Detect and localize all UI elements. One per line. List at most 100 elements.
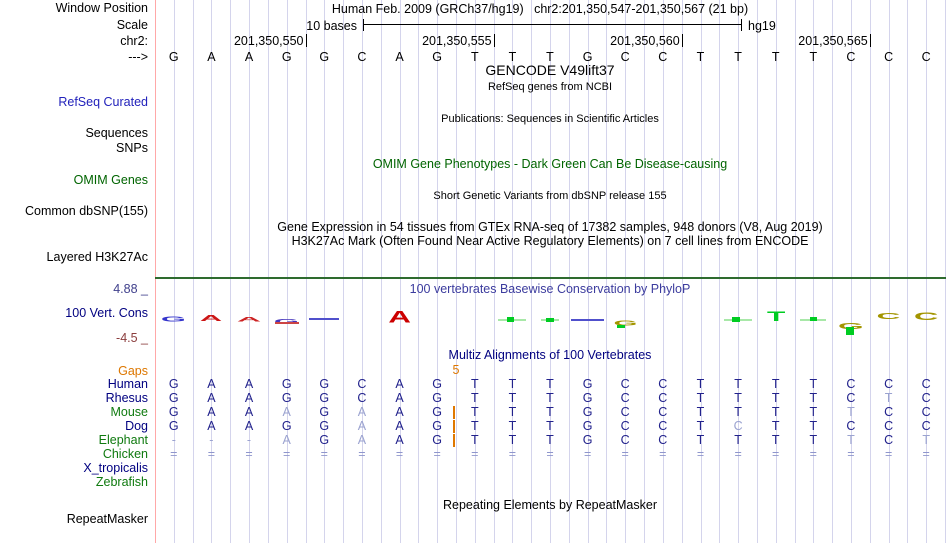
alignment-base: T xyxy=(508,391,517,405)
base-letter: C xyxy=(846,50,856,64)
base-letter: G xyxy=(168,50,179,64)
alignment-base: C xyxy=(921,419,931,433)
conservation-mark xyxy=(794,309,832,329)
scale-ruler[interactable] xyxy=(363,19,742,31)
alignment-base: A xyxy=(395,377,404,391)
alignment-base: T xyxy=(922,433,930,447)
species-label-mouse[interactable]: Mouse xyxy=(110,405,148,419)
cons-scale-bottom[interactable]: -4.5 _ xyxy=(116,331,148,345)
repeatmasker-label[interactable]: RepeatMasker xyxy=(66,512,148,526)
alignment-base: C xyxy=(658,419,668,433)
alignment-base: G xyxy=(432,419,442,433)
alignment-base: A xyxy=(282,405,291,419)
alignment-base: T xyxy=(809,377,818,391)
alignment-base: G xyxy=(582,405,593,419)
alignment-base: C xyxy=(733,419,743,433)
gtex-title[interactable]: Gene Expression in 54 tissues from GTEx … xyxy=(277,220,823,234)
species-label-x_tropicalis[interactable]: X_tropicalis xyxy=(83,461,148,475)
gridline xyxy=(173,0,175,543)
base-letter: C xyxy=(620,50,630,64)
alignment-base: T xyxy=(470,433,479,447)
cons-scale-top[interactable]: 4.88 _ xyxy=(113,282,148,296)
alignment-base: T xyxy=(470,377,479,391)
species-label-rhesus[interactable]: Rhesus xyxy=(105,391,148,405)
alignment-base: G xyxy=(168,391,179,405)
alignment-base: G xyxy=(319,405,330,419)
strand-label[interactable]: ---> xyxy=(128,50,148,64)
h3k27ac-title[interactable]: H3K27Ac Mark (Often Found Near Active Re… xyxy=(291,234,809,248)
alignment-base: T xyxy=(546,377,554,391)
alignment-base: G xyxy=(582,419,593,433)
scale-label[interactable]: Scale xyxy=(116,18,148,32)
alignment-base: C xyxy=(921,377,931,391)
conservation-mark: A xyxy=(381,307,419,327)
conservation-block xyxy=(846,327,854,335)
refseq-ncbi-title[interactable]: RefSeq genes from NCBI xyxy=(487,81,613,93)
conservation-glyph: C xyxy=(876,311,901,321)
species-label-gaps[interactable]: Gaps xyxy=(118,364,148,378)
alignment-base: C xyxy=(620,377,630,391)
gencode-title[interactable]: GENCODE V49lift37 xyxy=(485,62,615,78)
repeating-title[interactable]: Repeating Elements by RepeatMasker xyxy=(442,498,657,512)
gridline xyxy=(738,0,740,543)
base-letter: T xyxy=(696,50,705,64)
conservation-mark: A xyxy=(192,308,230,328)
species-label-dog[interactable]: Dog xyxy=(125,419,148,433)
common-dbsnp-label[interactable]: Common dbSNP(155) xyxy=(25,204,148,218)
alignment-base: A xyxy=(282,433,291,447)
base-letter: C xyxy=(921,50,931,64)
ruler-tick-label: 201,350,560 xyxy=(610,34,680,48)
window-position-label[interactable]: Window Position xyxy=(55,1,148,15)
base-letter: G xyxy=(432,50,442,64)
alignment-base: A xyxy=(244,405,254,419)
snps-label[interactable]: SNPs xyxy=(116,141,148,155)
multiz-title[interactable]: Multiz Alignments of 100 Vertebrates xyxy=(448,348,652,362)
omim-title[interactable]: OMIM Gene Phenotypes - Dark Green Can Be… xyxy=(372,157,728,171)
alignment-base: C xyxy=(846,419,856,433)
refseq-curated-label[interactable]: RefSeq Curated xyxy=(58,95,148,109)
gridline xyxy=(267,0,269,543)
gridline xyxy=(719,0,721,543)
dbsnp-title[interactable]: Short Genetic Variants from dbSNP releas… xyxy=(433,190,667,202)
sequences-label[interactable]: Sequences xyxy=(85,126,148,140)
alignment-base: T xyxy=(734,433,742,447)
species-label-chicken[interactable]: Chicken xyxy=(102,447,148,461)
vert-cons-label[interactable]: 100 Vert. Cons xyxy=(65,306,148,320)
species-label-zebrafish[interactable]: Zebrafish xyxy=(95,475,148,489)
alignment-base: T xyxy=(734,377,742,391)
alignment-base: C xyxy=(884,405,894,419)
alignment-base: G xyxy=(319,391,330,405)
alignment-base: - xyxy=(171,433,176,447)
gap-count-label: 5 xyxy=(452,363,460,377)
alignment-base: T xyxy=(508,377,517,391)
gridline xyxy=(794,0,796,543)
scale-bases-text: 10 bases xyxy=(306,19,357,33)
alignment-base: G xyxy=(432,433,442,447)
conservation-mark xyxy=(305,309,343,329)
alignment-base: C xyxy=(658,391,668,405)
alignment-base: G xyxy=(168,405,179,419)
alignment-base: A xyxy=(357,433,367,447)
alignment-base: T xyxy=(809,391,818,405)
omim-genes-label[interactable]: OMIM Genes xyxy=(73,173,148,187)
alignment-base: - xyxy=(246,433,252,447)
publications-title[interactable]: Publications: Sequences in Scientific Ar… xyxy=(441,113,659,125)
gridline xyxy=(286,0,288,543)
conservation-glyph: G xyxy=(274,317,300,325)
alignment-base: C xyxy=(620,419,630,433)
layered-h3k27ac-label[interactable]: Layered H3K27Ac xyxy=(46,250,148,264)
phylop-title[interactable]: 100 vertebrates Basewise Conservation by… xyxy=(409,282,691,296)
alignment-base: T xyxy=(771,433,780,447)
alignment-base: = xyxy=(170,447,178,461)
alignment-base: G xyxy=(168,419,179,433)
species-label-human[interactable]: Human xyxy=(107,377,148,391)
chrom-label[interactable]: chr2: xyxy=(120,34,148,48)
base-letter: A xyxy=(244,50,254,64)
gridline xyxy=(644,0,645,543)
conservation-glyph: C xyxy=(913,309,939,323)
alignment-base: = xyxy=(546,447,554,461)
conservation-mark: T xyxy=(757,307,795,327)
species-label-elephant[interactable]: Elephant xyxy=(98,433,148,447)
alignment-base: = xyxy=(283,447,291,461)
